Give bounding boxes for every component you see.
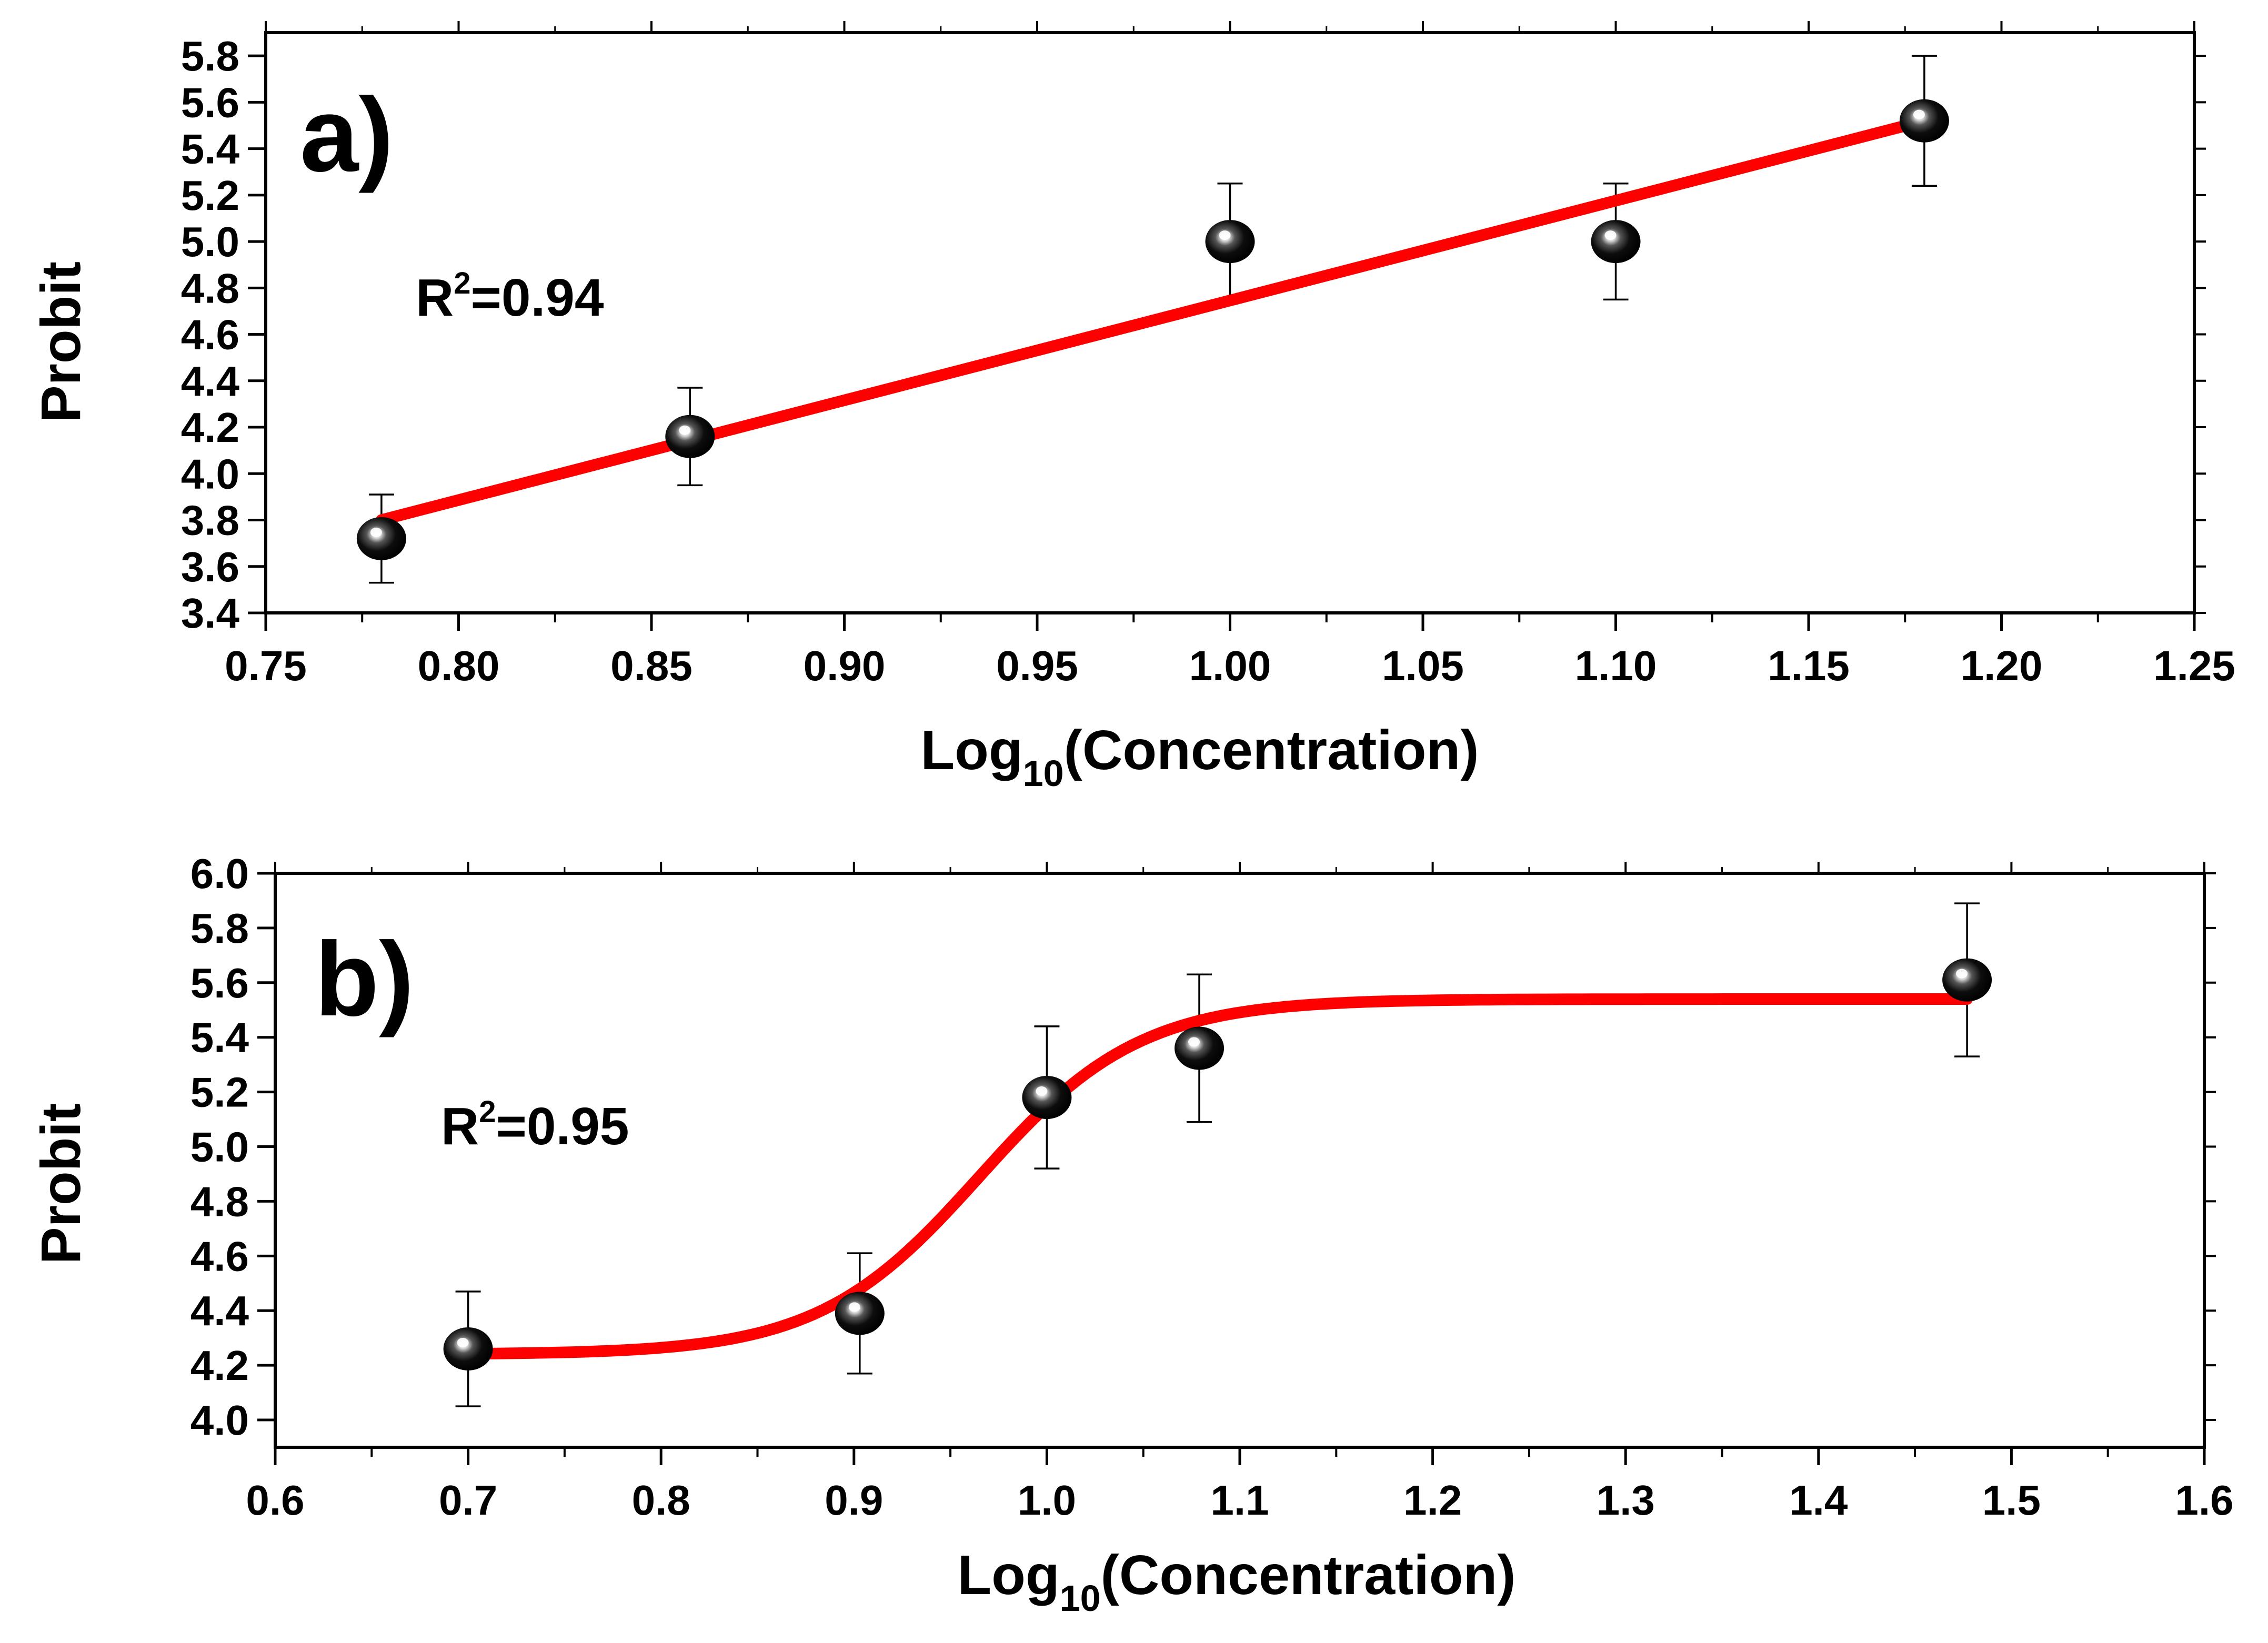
x-tick-label: 1.6 [2175,1477,2233,1524]
x-tick-label: 0.9 [825,1477,883,1524]
x-tick-label: 1.3 [1597,1477,1655,1524]
y-tick-label: 5.0 [190,1124,249,1171]
y-axis-title: Probit [30,1103,92,1264]
data-point [1591,220,1641,264]
x-tick-label: 1.15 [1768,642,1850,689]
x-tick-label: 0.80 [418,642,500,689]
y-tick-label: 4.0 [190,1397,249,1444]
y-tick-label: 5.6 [181,79,239,126]
axes: 0.6 0.7 0.8 0.9 1.0 1.1 1.2 1.3 1.4 1.5 1.6 4.0 4.2 4… [190,850,2234,1524]
y-tick-label: 5.8 [190,905,249,952]
y-tick-label: 4.0 [181,450,239,497]
y-tick-label: 4.8 [181,265,239,311]
x-tick-label: 0.95 [996,642,1078,689]
panel-label: a) [300,76,394,194]
x-tick-label: 1.5 [1982,1477,2041,1524]
data-point [1205,220,1255,264]
fit-line [462,993,1973,1360]
x-tick-label: 1.00 [1189,642,1271,689]
y-tick-label: 4.2 [181,404,239,451]
y-axis-title: Probit [30,261,92,422]
x-tick-label: 1.10 [1575,642,1657,689]
fit-line [375,115,1930,526]
y-tick-label: 5.4 [190,1014,249,1061]
y-tick-label: 3.6 [181,543,239,590]
r-squared-annotation: R2=0.95 [441,1095,629,1156]
x-tick-label: 1.2 [1403,1477,1462,1524]
x-tick-label: 1.05 [1382,642,1464,689]
x-axis-title: Log10(Concentration) [920,719,1479,794]
y-tick-label: 5.2 [181,172,239,219]
x-tick-label: 1.4 [1789,1477,1848,1524]
y-tick-label: 4.6 [190,1233,249,1279]
y-tick-label: 3.8 [181,497,239,544]
y-tick-label: 5.8 [181,33,239,79]
x-tick-label: 1.25 [2153,642,2235,689]
x-tick-label: 1.1 [1210,1477,1269,1524]
data-point [1899,99,1949,143]
points-layer [356,99,1949,560]
panel-label: b) [315,921,414,1038]
data-point [665,415,715,458]
y-tick-label: 4.6 [181,311,239,358]
plot-frame [274,872,2206,1449]
r-squared-annotation: R2=0.94 [416,266,604,327]
data-point [443,1327,493,1370]
data-point [356,517,406,560]
x-tick-label: 0.7 [439,1477,497,1524]
y-tick-label: 4.8 [190,1178,249,1225]
x-tick-label: 0.8 [632,1477,690,1524]
y-tick-label: 5.0 [181,218,239,265]
points-layer [443,958,1992,1370]
y-tick-label: 5.4 [181,126,240,173]
y-tick-label: 5.6 [190,960,249,1006]
data-point [1022,1076,1072,1120]
x-tick-label: 1.0 [1018,1477,1076,1524]
x-tick-label: 0.90 [804,642,886,689]
data-point [835,1292,885,1335]
panel-a: 0.75 0.80 0.85 0.90 0.95 1.00 1.05 1.10 1.15 1.20… [30,21,2235,794]
y-tick-label: 3.4 [181,590,240,637]
x-tick-label: 0.75 [225,642,307,689]
data-point [1175,1026,1225,1070]
x-axis-title: Log10(Concentration) [957,1544,1516,1619]
y-tick-label: 6.0 [190,850,249,897]
panel-b: 0.6 0.7 0.8 0.9 1.0 1.1 1.2 1.3 1.4 1.5 1.6 4.0 4.2 4… [30,850,2234,1619]
fit-layer [455,902,1980,1407]
y-tick-label: 4.4 [181,358,240,405]
axes: 0.75 0.80 0.85 0.90 0.95 1.00 1.05 1.10 1.15 1.20… [181,21,2235,689]
fit-layer [368,55,1937,584]
x-tick-label: 0.85 [610,642,693,689]
y-tick-label: 4.2 [190,1342,249,1389]
y-tick-label: 5.2 [190,1069,249,1116]
data-point [1942,958,1992,1002]
x-tick-label: 1.20 [1961,642,2043,689]
x-tick-label: 0.6 [246,1477,304,1524]
y-tick-label: 4.4 [190,1287,249,1334]
